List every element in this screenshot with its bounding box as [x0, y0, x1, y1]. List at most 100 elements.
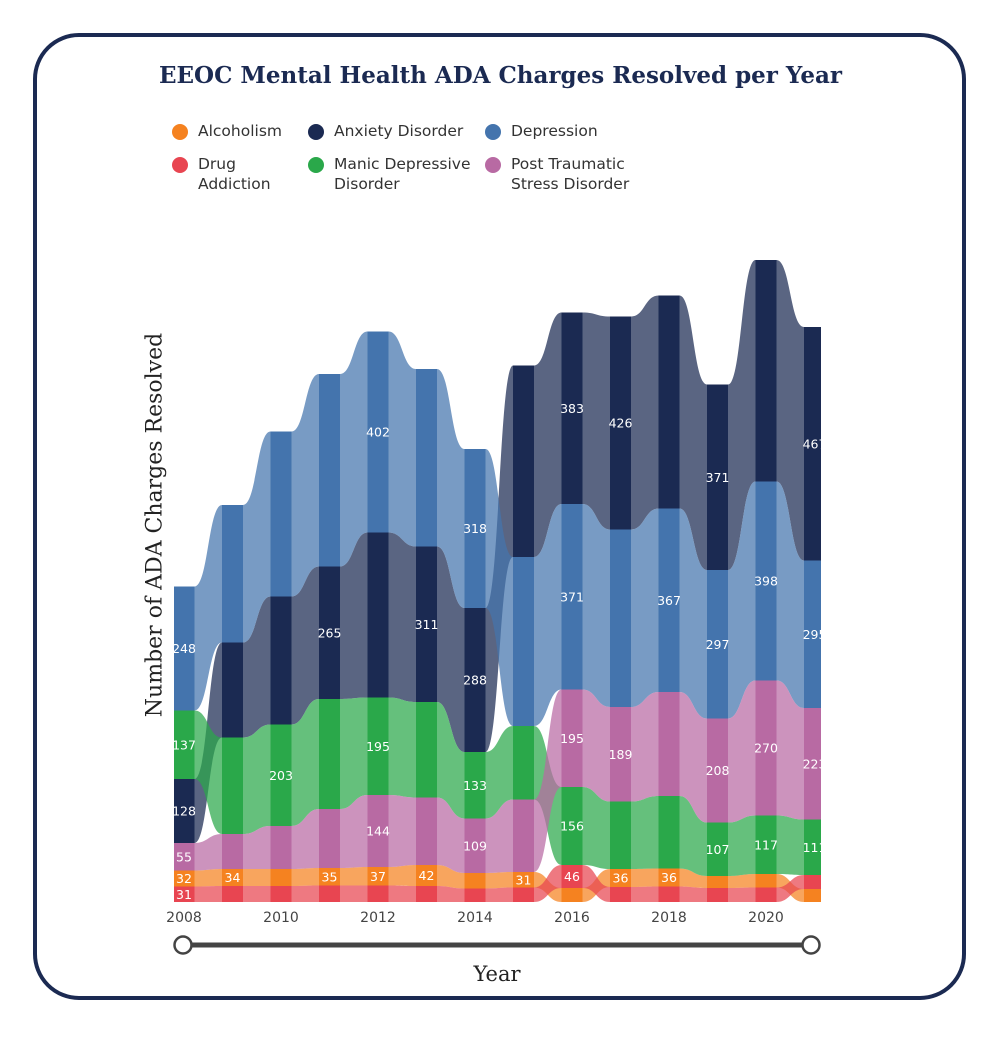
bar-anxiety-disorder-2017	[610, 316, 631, 530]
bar-depression-2008	[174, 586, 195, 711]
bar-drug-addiction-2016	[561, 865, 583, 888]
bar-drug-addiction-2019	[707, 888, 728, 902]
bar-anxiety-disorder-2015	[513, 365, 534, 557]
bar-drug-addiction-2009	[222, 886, 243, 902]
bar-anxiety-disorder-2020	[755, 260, 777, 482]
value-label: 32	[176, 871, 192, 886]
value-label: 195	[366, 739, 390, 754]
value-label: 371	[560, 589, 584, 604]
range-slider-end-handle[interactable]	[801, 935, 821, 955]
legend-label-depression[interactable]: Depression	[511, 122, 598, 140]
bar-alcoholism-2018	[658, 868, 680, 887]
bar-post-traumatic-stress-disorder-2013	[416, 797, 437, 865]
value-label: 189	[609, 747, 633, 762]
legend-label-anxiety-disorder[interactable]: Anxiety Disorder	[334, 122, 464, 140]
legend-marker-alcoholism[interactable]	[172, 124, 188, 140]
bar-depression-2010	[270, 431, 292, 597]
value-label: 402	[366, 425, 390, 440]
bar-drug-addiction-2015	[513, 887, 534, 902]
bar-alcoholism-2008	[174, 870, 195, 887]
bar-drug-addiction-2017	[610, 887, 631, 902]
bar-post-traumatic-stress-disorder-2012	[367, 795, 389, 867]
bar-depression-2018	[658, 508, 680, 692]
bar-anxiety-disorder-2013	[416, 546, 437, 702]
value-label: 398	[754, 574, 778, 589]
bar-alcoholism-2012	[367, 867, 389, 886]
x-tick-label: 2008	[166, 910, 202, 926]
legend-marker-manic-depressive-disorder[interactable]	[308, 157, 324, 173]
range-slider-start-handle[interactable]	[173, 935, 193, 955]
bar-drug-addiction-2020	[755, 887, 777, 902]
value-label: 36	[661, 870, 677, 885]
bar-post-traumatic-stress-disorder-2019	[707, 718, 728, 823]
value-label: 318	[463, 521, 487, 536]
bar-depression-2019	[707, 570, 728, 719]
chart-title: EEOC Mental Health ADA Charges Resolved …	[159, 62, 842, 89]
bar-post-traumatic-stress-disorder-2020	[755, 680, 777, 816]
bar-manic-depressive-disorder-2018	[658, 796, 680, 869]
value-label: 36	[613, 871, 629, 886]
bar-depression-2014	[464, 449, 486, 608]
bar-depression-2009	[222, 505, 243, 643]
bar-post-traumatic-stress-disorder-2010	[270, 826, 292, 869]
bar-manic-depressive-disorder-2009	[222, 737, 243, 834]
bar-alcoholism-2010	[270, 869, 292, 886]
value-label: 265	[318, 625, 342, 640]
bar-manic-depressive-disorder-2015	[513, 726, 534, 800]
value-label: 288	[463, 673, 487, 688]
value-label: 55	[176, 849, 192, 864]
value-label: 35	[322, 869, 338, 884]
value-label: 34	[225, 870, 241, 885]
bar-depression-2012	[367, 331, 389, 533]
bar-alcoholism-2013	[416, 865, 437, 886]
bar-anxiety-disorder-2018	[658, 295, 680, 509]
legend-label-post-traumatic-stress-disorder[interactable]: Post Traumatic Stress Disorder	[511, 155, 630, 193]
value-label: 46	[564, 869, 580, 884]
bar-post-traumatic-stress-disorder-2011	[319, 809, 340, 868]
bar-anxiety-disorder-2016	[561, 312, 583, 504]
value-label: 248	[172, 641, 196, 656]
legend-marker-post-traumatic-stress-disorder[interactable]	[485, 157, 501, 173]
value-label: 311	[415, 617, 439, 632]
bar-depression-2015	[513, 557, 534, 726]
value-label: 297	[706, 637, 730, 652]
bar-manic-depressive-disorder-2010	[270, 724, 292, 826]
bar-drug-addiction-2014	[464, 888, 486, 902]
legend-marker-drug-addiction[interactable]	[172, 157, 188, 173]
bar-depression-2016	[561, 504, 583, 690]
value-label: 467	[803, 436, 827, 451]
legend-label-alcoholism[interactable]: Alcoholism	[198, 122, 283, 140]
bar-post-traumatic-stress-disorder-2021	[804, 708, 821, 820]
bar-post-traumatic-stress-disorder-2016	[561, 689, 583, 787]
bar-post-traumatic-stress-disorder-2014	[464, 818, 486, 873]
value-label: 367	[657, 593, 681, 608]
legend-label-drug-addiction[interactable]: Drug Addiction	[198, 155, 271, 193]
bar-anxiety-disorder-2019	[707, 384, 728, 570]
value-label: 208	[706, 763, 730, 778]
value-label: 426	[609, 416, 633, 431]
value-label: 128	[172, 804, 196, 819]
bar-depression-2011	[319, 374, 340, 567]
bar-drug-addiction-2008	[174, 886, 195, 902]
x-tick-label: 2014	[457, 910, 493, 926]
bar-manic-depressive-disorder-2016	[561, 787, 583, 865]
value-label: 137	[172, 737, 196, 752]
bar-alcoholism-2016	[561, 888, 583, 902]
bar-drug-addiction-2013	[416, 886, 437, 902]
legend-marker-anxiety-disorder[interactable]	[308, 124, 324, 140]
value-label: 195	[560, 731, 584, 746]
bar-anxiety-disorder-2009	[222, 642, 243, 738]
bar-manic-depressive-disorder-2021	[804, 819, 821, 875]
bar-anxiety-disorder-2014	[464, 608, 486, 752]
value-label: 383	[560, 401, 584, 416]
bar-depression-2017	[610, 529, 631, 707]
value-label: 37	[370, 869, 386, 884]
bar-manic-depressive-disorder-2020	[755, 815, 777, 874]
value-label: 111	[803, 840, 827, 855]
legend-label-manic-depressive-disorder[interactable]: Manic Depressive Disorder	[334, 155, 471, 193]
x-tick-label: 2018	[651, 910, 687, 926]
bar-drug-addiction-2018	[658, 886, 680, 902]
bar-anxiety-disorder-2012	[367, 532, 389, 698]
legend-marker-depression[interactable]	[485, 124, 501, 140]
